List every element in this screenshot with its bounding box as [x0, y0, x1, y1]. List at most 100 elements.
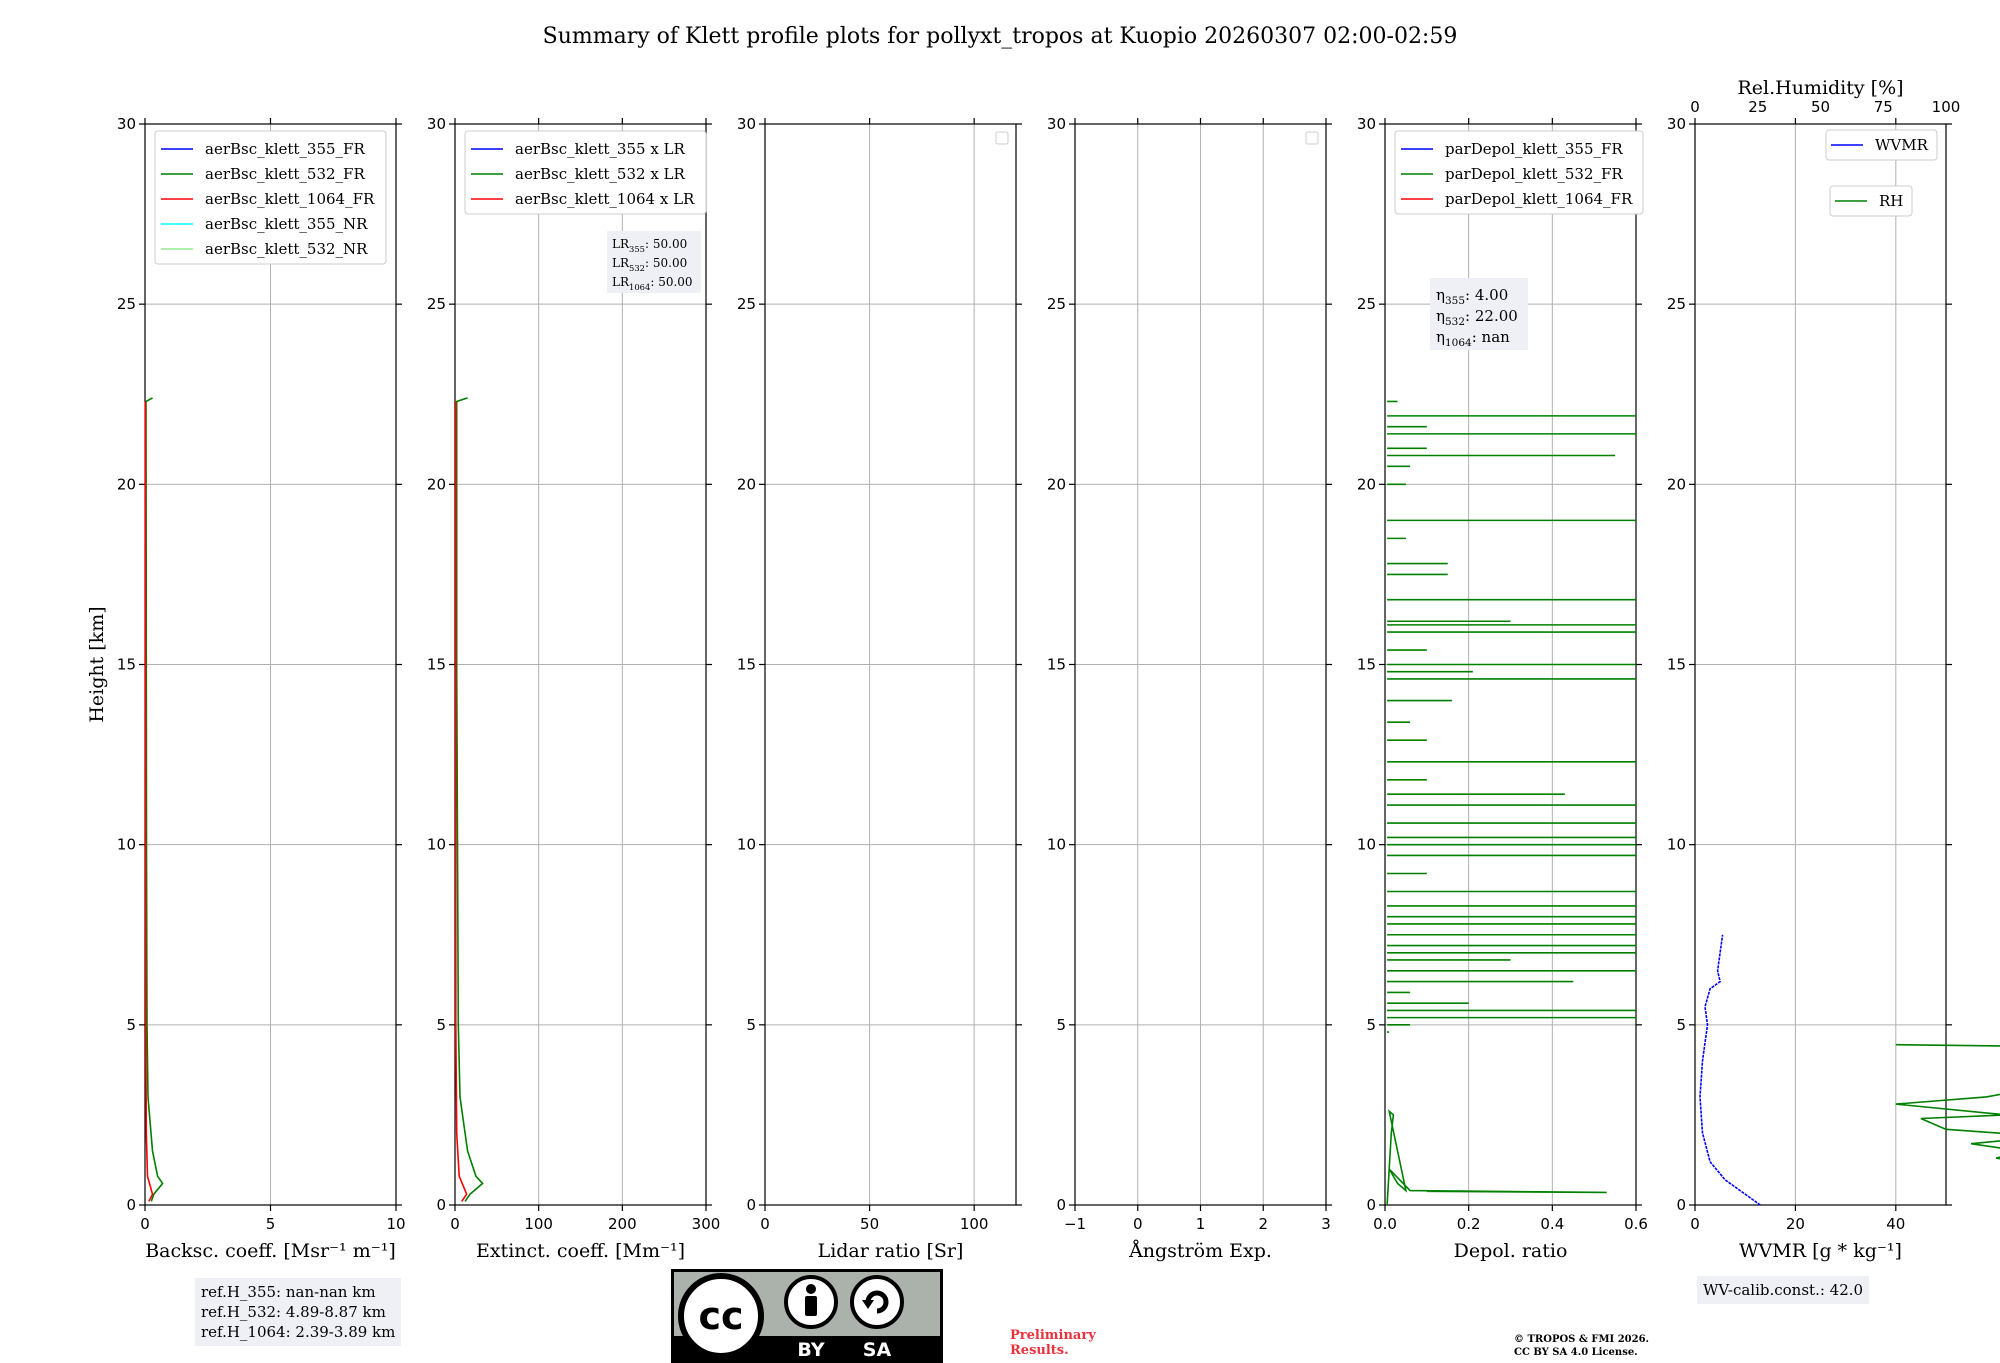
xtick-label-0: −1	[1064, 1215, 1086, 1233]
ytick-label-0: 0	[1056, 1196, 1066, 1214]
lr-label-1: LR532: 50.00	[612, 256, 687, 273]
ytick-label-5: 25	[1667, 295, 1686, 313]
wv-calib-const: WV-calib.const.: 42.0	[1703, 1281, 1864, 1299]
x2tick-label-1: 25	[1748, 98, 1767, 116]
copyright-line-2: CC BY SA 4.0 License.	[1514, 1347, 1638, 1358]
legend-label-4: aerBsc_klett_532_NR	[205, 240, 368, 258]
figure-title: Summary of Klett profile plots for polly…	[543, 24, 1458, 49]
ref-heights-box: ref.H_355: nan-nan km ref.H_532: 4.89-8.…	[195, 1278, 402, 1346]
cc-license-badge: cc BY SA	[671, 1269, 943, 1363]
x2tick-label-3: 75	[1874, 98, 1893, 116]
xlabel: Ångström Exp.	[1128, 1240, 1272, 1262]
xtick-label-2: 200	[608, 1215, 637, 1233]
x2label: Rel.Humidity [%]	[1737, 77, 1903, 99]
preliminary-line-2: Results.	[1010, 1343, 1069, 1358]
cc-text: cc	[698, 1294, 743, 1338]
ytick-label-3: 15	[1047, 656, 1066, 674]
ytick-label-1: 5	[1056, 1016, 1066, 1034]
panel-lidar_ratio: 0 5 10 15 20 25 30 0 50 100 Lidar ratio [Sr]	[737, 115, 1022, 1262]
empty-legend	[995, 131, 1009, 145]
preliminary-line-1: Preliminary	[1010, 1328, 1096, 1343]
ref-height-532: ref.H_532: 4.89-8.87 km	[201, 1303, 386, 1321]
eta-box	[1430, 278, 1528, 350]
legend-label-1: aerBsc_klett_532 x LR	[515, 165, 686, 183]
xlabel: WVMR [g * kg⁻¹]	[1739, 1240, 1902, 1262]
ytick-label-3: 15	[1357, 656, 1376, 674]
ytick-label-4: 20	[117, 475, 136, 493]
sa-share-icon	[850, 1275, 904, 1329]
ytick-label-3: 15	[737, 656, 756, 674]
ytick-label-6: 30	[1047, 115, 1066, 133]
xtick-label-1: 5	[266, 1215, 276, 1233]
xtick-label-1: 20	[1786, 1215, 1805, 1233]
eta-label-2: η1064: nan	[1436, 328, 1510, 349]
xtick-label-0: 0.0	[1373, 1215, 1397, 1233]
series-parDepol_klett_532_FR	[1386, 1109, 1607, 1206]
ytick-label-6: 30	[427, 115, 446, 133]
copyright-line-1: © TROPOS & FMI 2026.	[1514, 1334, 1650, 1345]
ytick-label-0: 0	[126, 1196, 136, 1214]
ytick-label-1: 5	[1676, 1016, 1686, 1034]
xtick-label-1: 0.2	[1457, 1215, 1481, 1233]
lr-label-0: LR355: 50.00	[612, 237, 687, 254]
xtick-label-0: 0	[140, 1215, 150, 1233]
ytick-label-4: 20	[737, 475, 756, 493]
ytick-label-4: 20	[427, 475, 446, 493]
lr-box	[607, 231, 701, 293]
xtick-label-0: 0	[760, 1215, 770, 1233]
legend-box	[154, 130, 387, 265]
ytick-label-3: 15	[1667, 656, 1686, 674]
ytick-label-6: 30	[117, 115, 136, 133]
x2tick-label-2: 50	[1811, 98, 1830, 116]
ytick-label-5: 25	[1357, 295, 1376, 313]
ytick-label-1: 5	[126, 1016, 136, 1034]
x2tick-label-0: 0	[1690, 98, 1700, 116]
ytick-label-2: 10	[1667, 836, 1686, 854]
xtick-label-3: 0.6	[1624, 1215, 1648, 1233]
cc-icon	[678, 1273, 764, 1359]
xlabel: Extinct. coeff. [Mm⁻¹]	[476, 1240, 685, 1262]
xlabel: Backsc. coeff. [Msr⁻¹ m⁻¹]	[145, 1240, 396, 1262]
ytick-label-5: 25	[1047, 295, 1066, 313]
xtick-label-2: 10	[386, 1215, 405, 1233]
legend-label-3: aerBsc_klett_355_NR	[205, 215, 368, 233]
ytick-label-2: 10	[737, 836, 756, 854]
ref-height-355: ref.H_355: nan-nan km	[201, 1283, 376, 1301]
series-aerBsc_klett_532 x LR	[455, 397, 484, 1202]
series-aerBsc_klett_532_FR	[145, 397, 164, 1202]
legend-label-2: aerBsc_klett_1064 x LR	[515, 190, 695, 208]
eta-label-1: η532: 22.00	[1436, 307, 1518, 328]
ytick-label-6: 30	[1667, 115, 1686, 133]
sa-label: SA	[863, 1339, 892, 1361]
by-label: BY	[797, 1339, 824, 1361]
ytick-label-5: 25	[737, 295, 756, 313]
xtick-label-1: 50	[860, 1215, 879, 1233]
xlabel: Depol. ratio	[1454, 1240, 1568, 1262]
ytick-label-4: 20	[1357, 475, 1376, 493]
ytick-label-2: 10	[1047, 836, 1066, 854]
xtick-label-2: 1	[1196, 1215, 1206, 1233]
legend-box-0	[1825, 129, 1938, 161]
ytick-label-0: 0	[1366, 1196, 1376, 1214]
legend-label-1: RH	[1879, 192, 1903, 210]
ytick-label-1: 5	[1366, 1016, 1376, 1034]
ytick-label-0: 0	[746, 1196, 756, 1214]
ytick-label-4: 20	[1667, 475, 1686, 493]
xtick-label-3: 2	[1258, 1215, 1268, 1233]
ytick-label-5: 25	[117, 295, 136, 313]
ytick-label-5: 25	[427, 295, 446, 313]
series-WVMR	[1699, 934, 1761, 1206]
ytick-label-1: 5	[436, 1016, 446, 1034]
wv-calib-box: WV-calib.const.: 42.0	[1697, 1276, 1870, 1304]
ytick-label-3: 15	[117, 656, 136, 674]
ytick-label-2: 10	[427, 836, 446, 854]
ytick-label-2: 10	[1357, 836, 1376, 854]
xtick-label-2: 0.4	[1540, 1215, 1564, 1233]
legend-box	[464, 130, 707, 215]
ytick-label-0: 0	[436, 1196, 446, 1214]
